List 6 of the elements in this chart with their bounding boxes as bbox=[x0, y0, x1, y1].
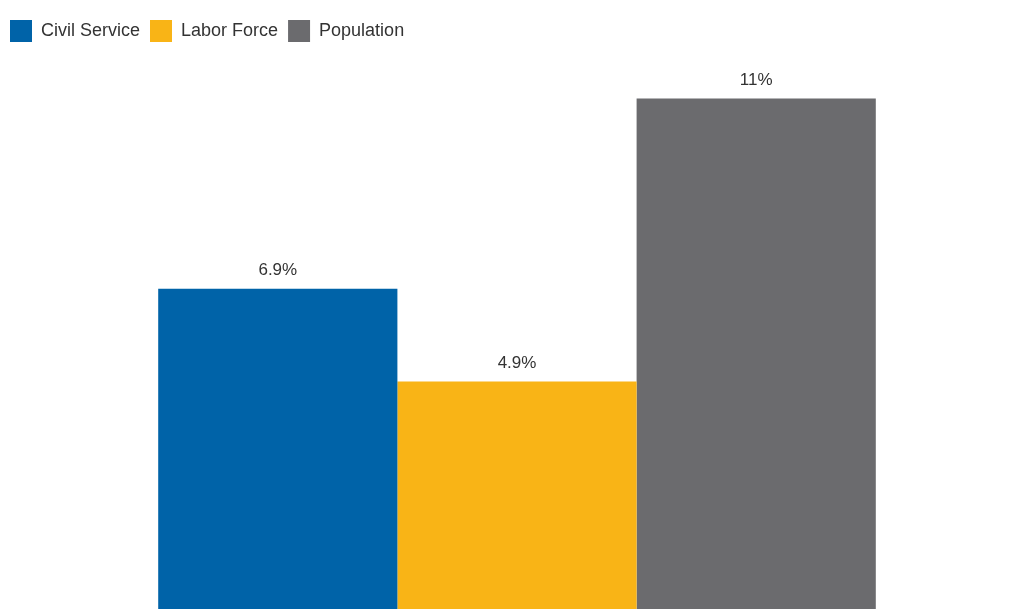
data-label: 6.9% bbox=[258, 259, 298, 279]
legend-label: Labor Force bbox=[181, 19, 279, 40]
data-label: 4.9% bbox=[497, 352, 537, 372]
legend-label: Population bbox=[319, 19, 405, 40]
legend-label: Civil Service bbox=[41, 19, 141, 40]
data-label: 11% bbox=[739, 69, 773, 89]
